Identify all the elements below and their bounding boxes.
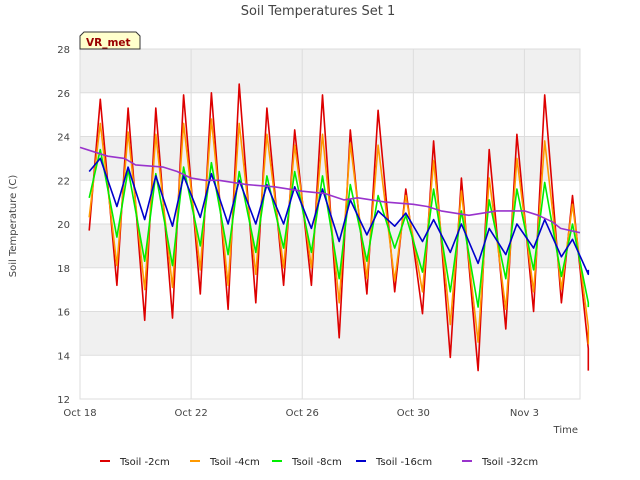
legend-label-3: Tsoil -16cm xyxy=(375,457,432,468)
x-axis-ticks: Oct 18 Oct 22 Oct 26 Oct 30 Nov 3 xyxy=(63,408,539,419)
y-tick-label: 22 xyxy=(57,176,70,187)
legend-label-0: Tsoil -2cm xyxy=(119,457,170,468)
y-axis-label: Soil Temperature (C) xyxy=(8,175,19,278)
y-tick-label: 24 xyxy=(57,133,70,144)
x-tick-label: Oct 26 xyxy=(286,408,319,419)
x-tick-label: Oct 18 xyxy=(63,408,96,419)
y-tick-label: 16 xyxy=(57,308,70,319)
series-line-2 xyxy=(88,148,590,308)
station-badge-label: VR_met xyxy=(86,37,131,49)
legend-label-4: Tsoil -32cm xyxy=(481,457,538,468)
series-lines xyxy=(79,83,590,372)
chart-title: Soil Temperatures Set 1 xyxy=(241,4,396,19)
plot-band xyxy=(80,311,580,356)
legend: Tsoil -2cm Tsoil -4cm Tsoil -8cm Tsoil -16c… xyxy=(100,457,538,468)
y-tick-label: 14 xyxy=(57,351,70,362)
y-tick-label: 26 xyxy=(57,89,70,100)
plot-band xyxy=(80,136,580,181)
y-tick-label: 20 xyxy=(57,220,70,231)
plot-band xyxy=(80,49,580,93)
x-tick-label: Oct 30 xyxy=(397,408,430,419)
series-line-3 xyxy=(88,157,590,276)
x-tick-label: Nov 3 xyxy=(510,408,539,419)
x-axis-label: Time xyxy=(553,425,578,436)
y-tick-label: 28 xyxy=(57,45,70,56)
series-line-4 xyxy=(79,146,581,234)
y-tick-label: 18 xyxy=(57,264,70,275)
station-badge: VR_met xyxy=(79,31,141,50)
legend-label-1: Tsoil -4cm xyxy=(209,457,260,468)
plot-band xyxy=(80,224,580,268)
station-badge-box xyxy=(79,31,141,50)
y-tick-label: 12 xyxy=(57,395,70,406)
y-axis-ticks: 12 14 16 18 20 22 24 26 28 xyxy=(57,45,70,406)
x-tick-label: Oct 22 xyxy=(175,408,208,419)
legend-label-2: Tsoil -8cm xyxy=(291,457,342,468)
